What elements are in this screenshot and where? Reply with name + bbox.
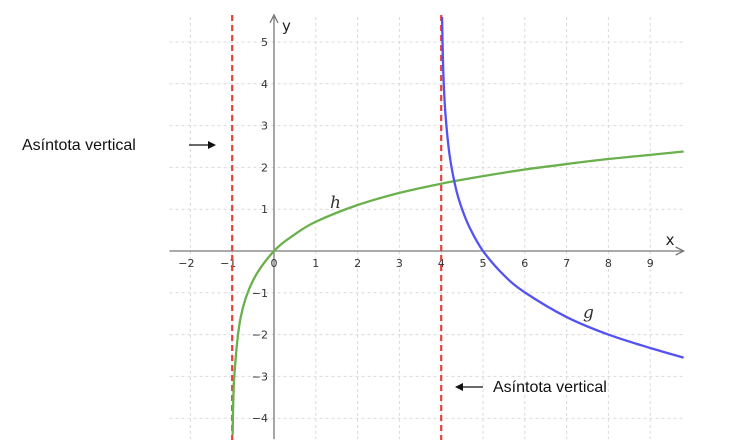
- y-axis-arrow-icon: [269, 13, 279, 24]
- x-tick-label: 7: [563, 257, 570, 270]
- y-tick-label: 1: [261, 203, 268, 216]
- asymptotes: [231, 15, 443, 440]
- annotation-right-asymptote: Asíntota vertical: [493, 379, 607, 396]
- x-tick-label: 5: [480, 257, 487, 270]
- arrowhead-left-icon: [455, 383, 463, 391]
- y-tick-label: 4: [261, 78, 268, 91]
- x-tick-label: 2: [354, 257, 361, 270]
- x-tick-label: 0: [271, 257, 278, 270]
- curve-h: [231, 150, 684, 435]
- tick-labels: −2 −1 0 1 2 3 4 5 6 7 8 9 −4 −3 −2 −1 1 2 3 4 5 x y: [178, 17, 674, 425]
- y-tick-label: −2: [252, 329, 268, 342]
- curve-label-g: g: [583, 303, 594, 323]
- x-tick-label: 8: [605, 257, 612, 270]
- x-tick-label: −1: [220, 257, 236, 270]
- x-axis-arrow-icon: [675, 246, 686, 256]
- x-axis-label: x: [666, 231, 675, 249]
- y-tick-label: 2: [261, 161, 268, 174]
- arrowhead-right-icon: [208, 141, 216, 149]
- x-tick-label: 4: [438, 257, 445, 270]
- x-tick-label: 3: [396, 257, 403, 270]
- annotation-left-asymptote: Asíntota vertical: [22, 137, 136, 154]
- y-tick-label: −3: [252, 370, 268, 383]
- x-tick-label: 6: [521, 257, 528, 270]
- axes: [169, 13, 686, 440]
- curve-label-h: h: [330, 193, 341, 213]
- x-tick-label: 1: [312, 257, 319, 270]
- x-tick-label: −2: [178, 257, 194, 270]
- curve-g: [440, 16, 684, 359]
- y-tick-label: −1: [252, 287, 268, 300]
- grid-lines: [169, 16, 684, 440]
- annotations: Asíntota vertical Asíntota vertical: [22, 137, 607, 396]
- x-tick-label: 9: [647, 257, 654, 270]
- y-tick-label: 3: [261, 120, 268, 133]
- y-axis-label: y: [282, 17, 291, 35]
- curve-labels: hg: [330, 193, 594, 323]
- y-tick-label: −4: [252, 412, 268, 425]
- y-tick-label: 5: [261, 36, 268, 49]
- function-curves: [231, 16, 684, 435]
